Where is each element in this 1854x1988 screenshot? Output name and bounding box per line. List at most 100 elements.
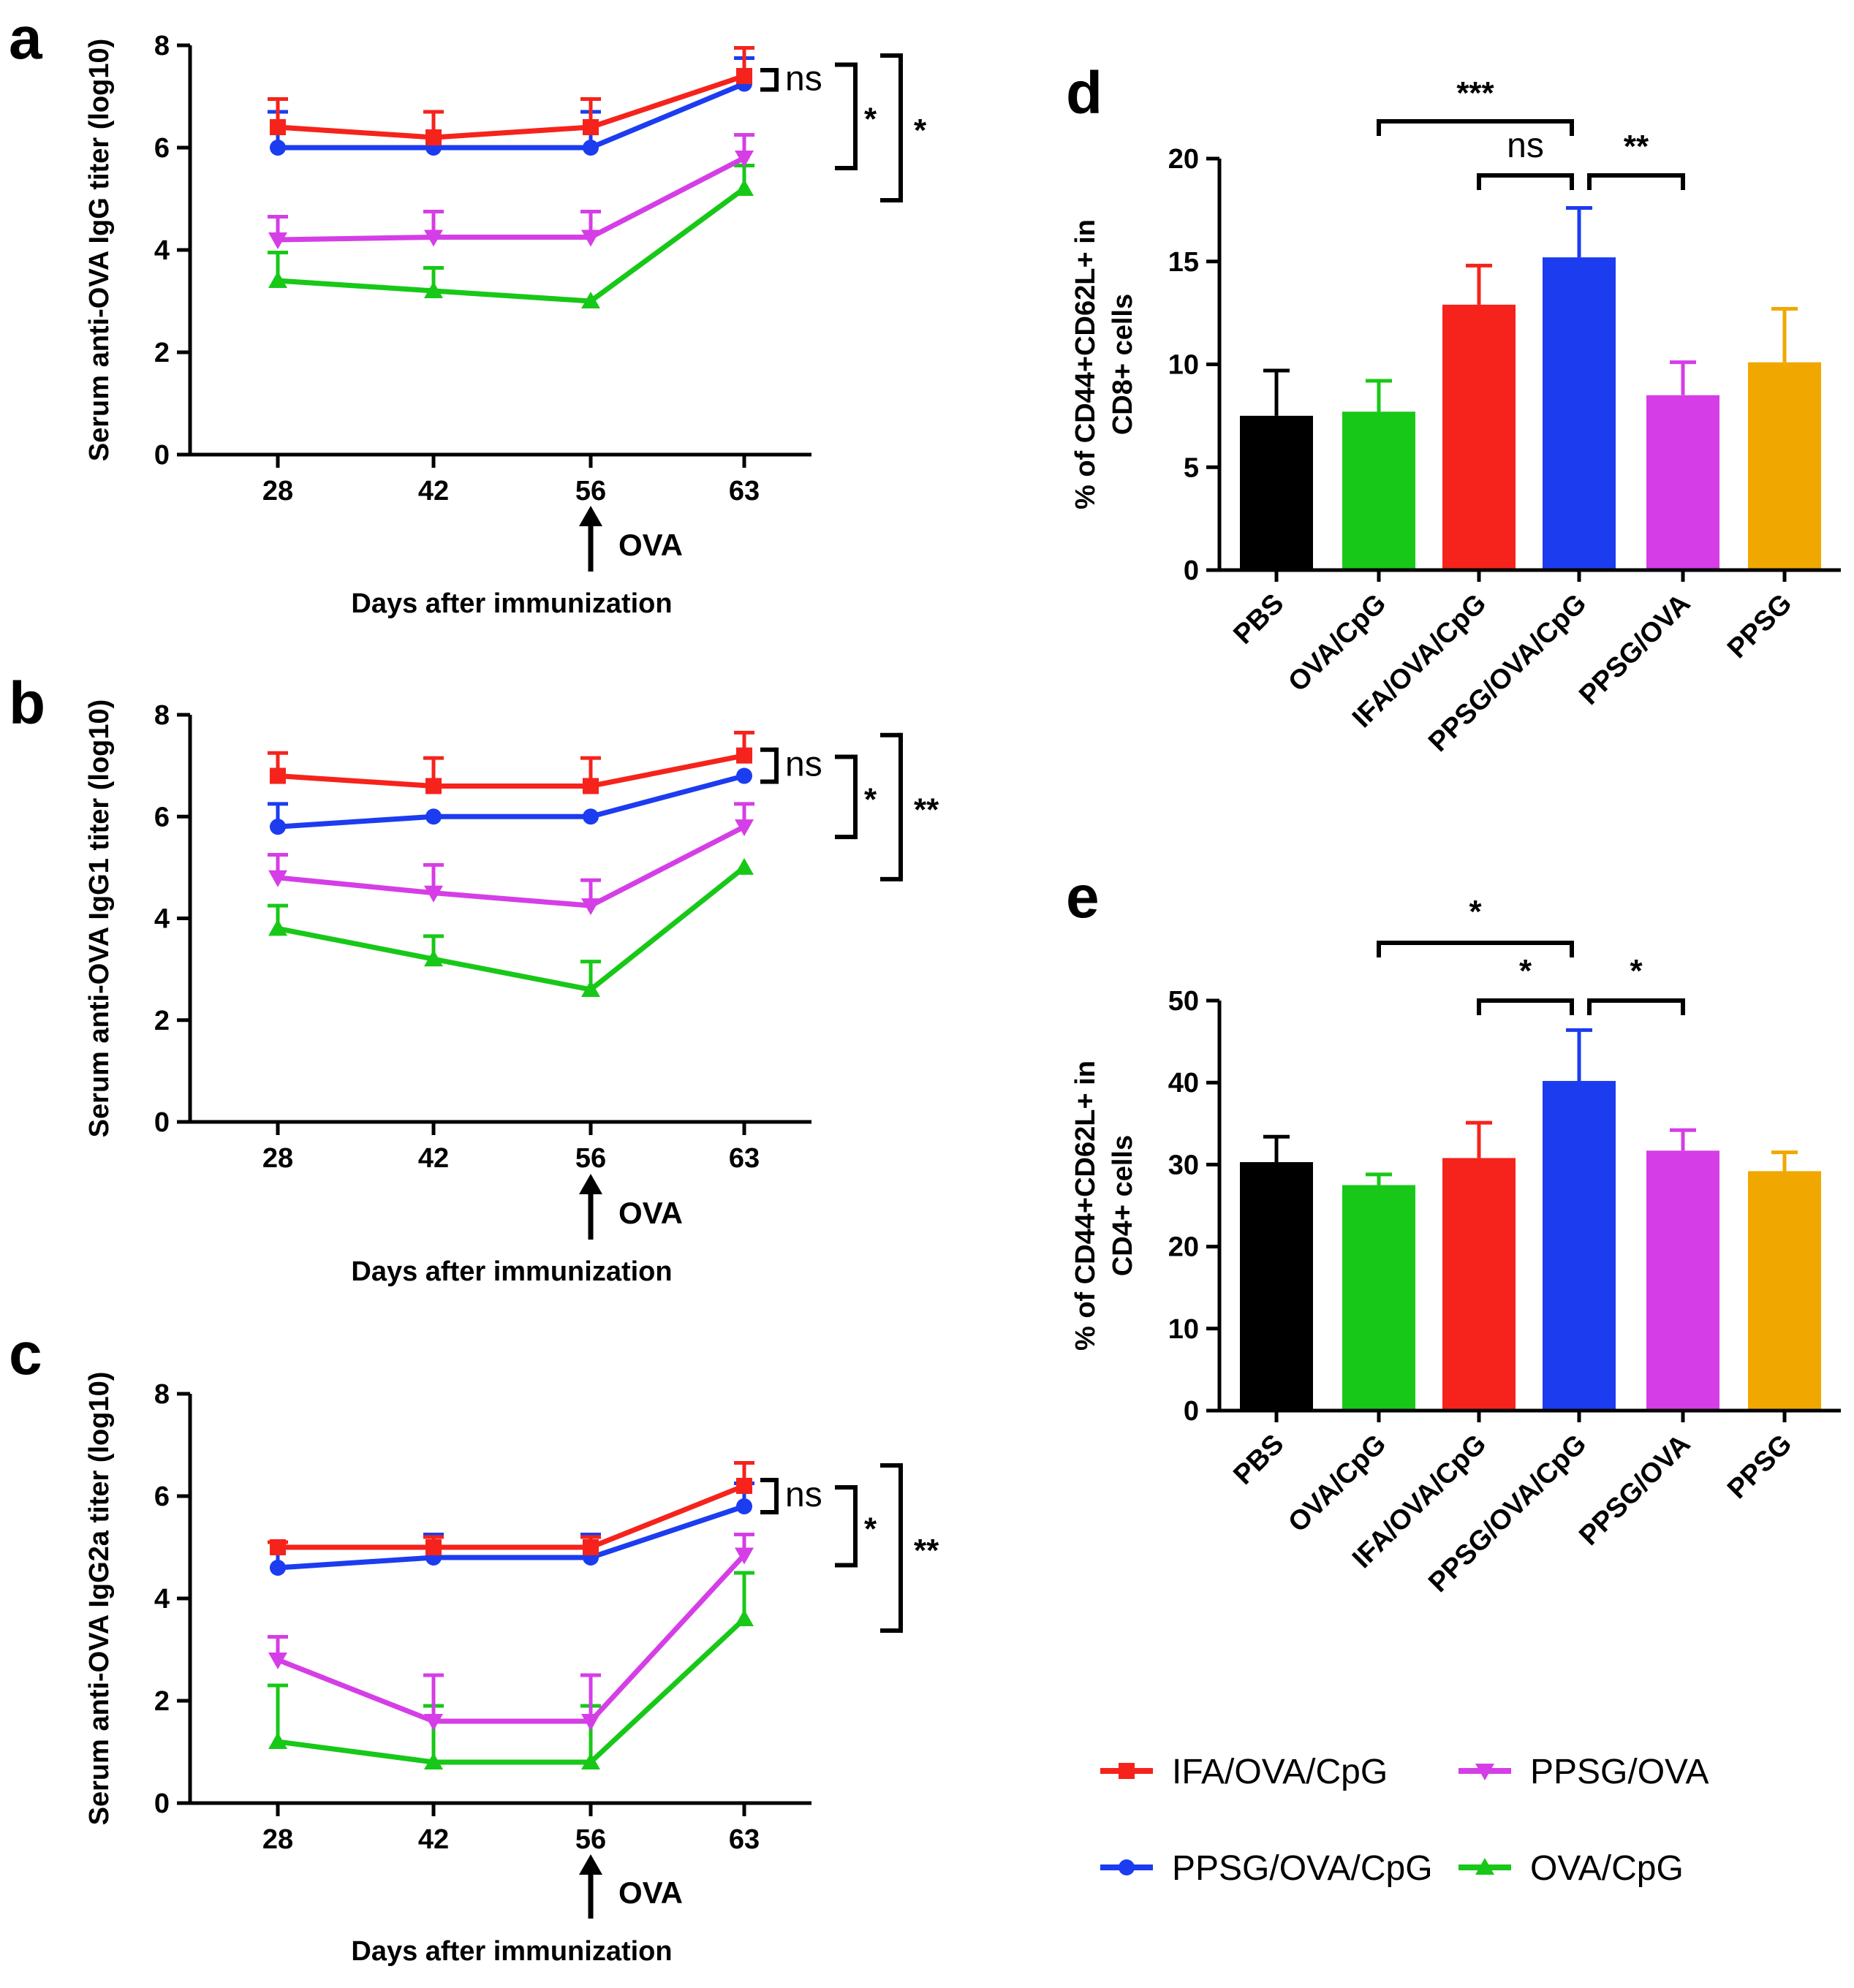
bar-pbs xyxy=(1240,1162,1313,1411)
x-tick-label: 63 xyxy=(729,1824,760,1855)
y-tick-label: 50 xyxy=(1168,986,1199,1017)
series-ppsg-ova-cpg xyxy=(268,1481,754,1576)
data-point xyxy=(268,232,287,249)
data-point xyxy=(583,119,599,135)
y-tick-label: 2 xyxy=(154,1006,170,1036)
data-point xyxy=(581,979,600,997)
series-line xyxy=(277,824,746,908)
x-tick-label: 56 xyxy=(575,1143,606,1174)
x-tick-label: 56 xyxy=(575,1824,606,1855)
sig-label-mid: * xyxy=(864,1511,877,1547)
sig-label-ns: ns xyxy=(785,1476,822,1514)
data-point xyxy=(268,1653,287,1669)
y-tick-label: 2 xyxy=(154,338,170,368)
sig-label: ns xyxy=(1507,126,1544,165)
bar-pbs xyxy=(1240,415,1313,570)
sig-label-ns: ns xyxy=(785,59,822,98)
data-point xyxy=(583,140,599,156)
x-tick-label: 56 xyxy=(575,476,606,507)
data-point xyxy=(736,747,752,764)
series-line xyxy=(277,1617,746,1765)
data-point xyxy=(424,281,443,298)
y-tick-label: 20 xyxy=(1168,1232,1199,1263)
y-tick-label: 6 xyxy=(154,1481,170,1512)
y-axis-title-line2: CD8+ cells xyxy=(1108,294,1138,435)
legend-item-ova-cpg: OVA/CpG xyxy=(1458,1849,1684,1888)
panel-label-c: c xyxy=(9,1321,42,1387)
data-point xyxy=(735,1547,754,1565)
line-chart-c: 0 2 4 6 8 28 42 56 63 Serum anti-OVA IgG2a titer … xyxy=(84,1372,939,1967)
significance-brackets: ns*** xyxy=(760,1463,939,1633)
y-tick-label: 8 xyxy=(154,1379,170,1410)
panel-label-e: e xyxy=(1066,864,1100,930)
data-point xyxy=(581,1714,600,1731)
y-tick-label: 6 xyxy=(154,133,170,164)
data-point xyxy=(268,1732,287,1749)
y-tick-label: 4 xyxy=(154,235,170,266)
y-tick-label: 15 xyxy=(1168,247,1199,278)
y-tick-label: 10 xyxy=(1168,1314,1199,1345)
data-point xyxy=(270,140,286,156)
legend-marker xyxy=(1119,1763,1135,1779)
data-point xyxy=(735,819,754,837)
y-axis-title-line1: % of CD44+CD62L+ in xyxy=(1070,219,1101,509)
y-tick-label: 0 xyxy=(1184,1396,1199,1427)
data-point xyxy=(424,1753,443,1769)
data-point xyxy=(581,292,600,308)
y-axis-title: Serum anti-OVA IgG1 titer (log10) xyxy=(84,699,115,1138)
series-ova-cpg xyxy=(268,857,754,997)
x-axis-title: Days after immunization xyxy=(351,1936,672,1967)
legend-marker xyxy=(1119,1859,1135,1875)
x-tick-label: 28 xyxy=(262,1143,293,1174)
x-tick-label: 63 xyxy=(729,476,760,507)
significance-brackets: ns * * xyxy=(760,53,927,202)
y-tick-label: 8 xyxy=(154,700,170,731)
y-tick-label: 0 xyxy=(154,1788,170,1819)
data-point xyxy=(268,271,287,288)
y-tick-label: 30 xyxy=(1168,1150,1199,1180)
x-tick-label: 63 xyxy=(729,1143,760,1174)
x-tick-label: 42 xyxy=(418,1143,449,1174)
data-point xyxy=(270,119,286,135)
data-point xyxy=(735,1609,754,1626)
data-point xyxy=(581,1753,600,1769)
sig-label-outer: ** xyxy=(914,792,939,827)
x-tick-label: PPSG xyxy=(1722,1429,1798,1505)
y-tick-label: 2 xyxy=(154,1686,170,1717)
series-ifa-ova-cpg xyxy=(268,46,754,145)
y-tick-label: 0 xyxy=(154,1107,170,1138)
bar-ova-cpg xyxy=(1342,1185,1415,1411)
legend-label: OVA/CpG xyxy=(1530,1849,1684,1888)
data-point xyxy=(270,1539,286,1555)
x-tick-label: PPSG/OVA xyxy=(1573,588,1696,711)
x-tick-label: OVA/CpG xyxy=(1282,1429,1392,1539)
legend-item-ppsg-ova-cpg: PPSG/OVA/CpG xyxy=(1100,1849,1433,1888)
ova-arrow-head xyxy=(579,506,602,526)
ova-boost-label: OVA xyxy=(618,1196,683,1230)
data-point xyxy=(425,808,442,825)
bar-ppsg-ova-cpg xyxy=(1543,1080,1616,1411)
y-tick-label: 0 xyxy=(154,440,170,471)
panel-label-d: d xyxy=(1066,60,1102,126)
data-point xyxy=(583,778,599,794)
series-line xyxy=(278,81,746,151)
significance-brackets: ns*** xyxy=(760,732,939,881)
x-tick-label: PPSG xyxy=(1722,588,1798,664)
series-line xyxy=(277,753,745,789)
series-ifa-ova-cpg xyxy=(268,1461,754,1555)
significance-brackets: *** ns ** xyxy=(1377,75,1685,190)
data-point xyxy=(736,1498,752,1514)
bar-ifa-ova-cpg xyxy=(1442,304,1516,570)
data-point xyxy=(270,767,286,784)
panel-label-b: b xyxy=(9,670,45,737)
data-point xyxy=(581,898,600,916)
x-tick-label: PBS xyxy=(1227,588,1290,650)
data-point xyxy=(268,919,287,936)
x-tick-label: OVA/CpG xyxy=(1282,588,1392,698)
legend: IFA/OVA/CpG PPSG/OVA PPSG/OVA/CpG OVA/CpG xyxy=(1100,1753,1709,1888)
series-ppsg-ova xyxy=(268,802,754,916)
sig-label: * xyxy=(1469,894,1482,930)
bar-ova-cpg xyxy=(1342,411,1415,570)
series-line xyxy=(277,155,746,243)
